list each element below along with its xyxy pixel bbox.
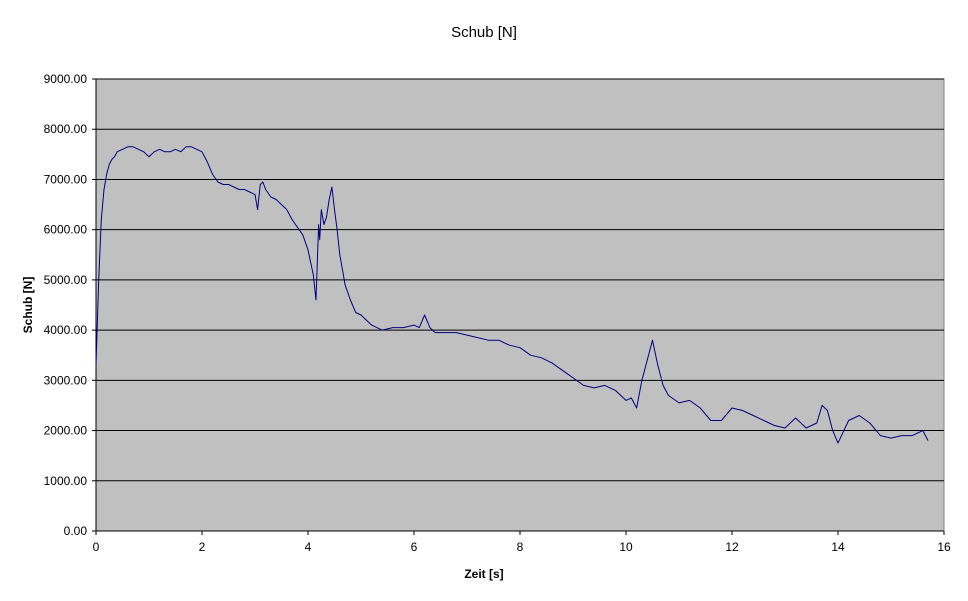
- y-axis-ticks: 0.00 1000.00 2000.00 3000.00 4000.00 5000.00 6…: [44, 72, 96, 538]
- chart-title: Schub [N]: [451, 24, 517, 41]
- y-tick-label-9: 9000.00: [44, 72, 88, 86]
- x-tick-label-4: 8: [517, 540, 524, 554]
- plot-area: [95, 78, 945, 532]
- y-axis-label: Schub [N]: [21, 277, 35, 334]
- x-tick-label-6: 12: [725, 540, 739, 554]
- x-tick-label-5: 10: [619, 540, 633, 554]
- x-axis-ticks: 0 2 4 6 8 10 12 14 16: [93, 531, 951, 554]
- x-tick-label-0: 0: [93, 540, 100, 554]
- y-tick-label-3: 3000.00: [44, 373, 88, 387]
- y-tick-label-8: 8000.00: [44, 122, 88, 136]
- x-tick-label-3: 6: [411, 540, 418, 554]
- x-tick-label-1: 2: [199, 540, 206, 554]
- y-tick-label-4: 4000.00: [44, 323, 88, 337]
- x-tick-label-7: 14: [831, 540, 845, 554]
- y-tick-label-2: 2000.00: [44, 424, 88, 438]
- series-group: [95, 146, 929, 444]
- gridlines: [96, 78, 944, 482]
- y-tick-label-1: 1000.00: [44, 474, 88, 488]
- x-tick-label-2: 4: [305, 540, 312, 554]
- y-tick-label-0: 0.00: [64, 524, 88, 538]
- x-tick-label-8: 16: [937, 540, 951, 554]
- series-line-0: [95, 146, 929, 444]
- y-tick-label-5: 5000.00: [44, 273, 88, 287]
- x-axis-label: Zeit [s]: [464, 567, 503, 581]
- y-tick-label-6: 6000.00: [44, 223, 88, 237]
- y-tick-label-7: 7000.00: [44, 172, 88, 186]
